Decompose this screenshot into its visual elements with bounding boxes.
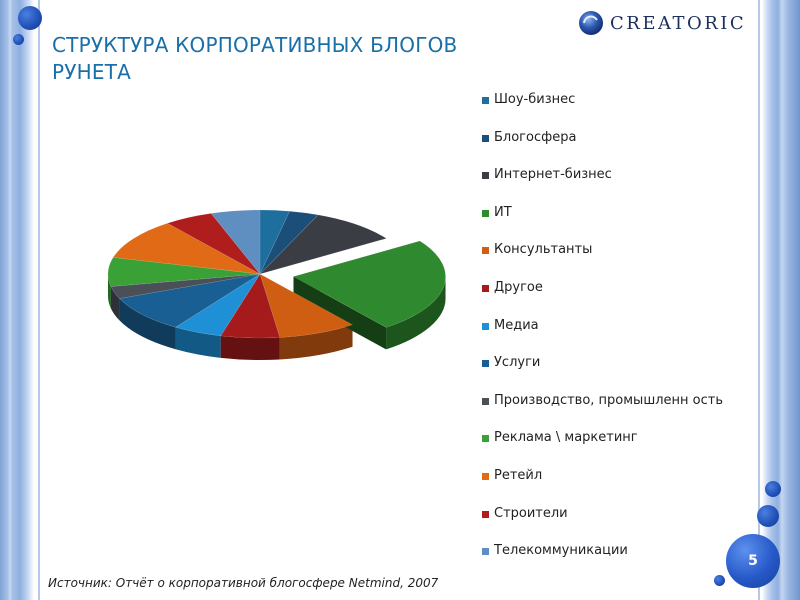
pie-slice xyxy=(166,213,261,275)
legend-swatch xyxy=(482,510,489,518)
page-title: СТРУКТУРА КОРПОРАТИВНЫХ БЛОГОВ РУНЕТА xyxy=(52,33,458,84)
logo-globe-icon xyxy=(579,11,603,35)
decorative-dot xyxy=(757,505,779,527)
legend-item: Реклама \ маркетинг xyxy=(482,430,744,446)
creatoric-logo: CREATORIC xyxy=(578,9,756,37)
right-divider-line xyxy=(758,0,760,600)
legend-item: Услуги xyxy=(482,355,744,371)
legend-swatch xyxy=(482,285,489,292)
legend-label: Телекоммуникации xyxy=(494,543,628,559)
pie-slice xyxy=(118,273,261,328)
legend-label: Строители xyxy=(494,505,568,521)
legend-swatch xyxy=(482,473,489,480)
legend-item: Телекоммуникации xyxy=(482,543,744,559)
legend-item: Интернет-бизнес xyxy=(482,167,744,183)
pie-slice xyxy=(107,257,261,287)
legend-item: Медиа xyxy=(482,318,744,334)
legend-item: Ретейл xyxy=(482,468,744,484)
legend-label: ИТ xyxy=(494,204,512,220)
legend-label: Производство, промышленн ость xyxy=(494,392,723,408)
pie-slice xyxy=(259,209,291,275)
page-number-badge: 5 xyxy=(726,534,780,588)
pie-slice-side xyxy=(119,298,176,350)
legend-swatch xyxy=(482,97,489,104)
legend-swatch xyxy=(482,209,489,217)
legend-swatch xyxy=(482,548,489,556)
legend-swatch xyxy=(482,247,489,255)
pie-slice xyxy=(259,273,354,338)
legend-swatch xyxy=(482,435,489,443)
decorative-dot xyxy=(714,575,725,586)
legend-label: Услуги xyxy=(494,355,541,371)
pie-slice-side xyxy=(279,324,353,360)
legend-swatch xyxy=(482,134,489,142)
legend-label: Медиа xyxy=(494,317,539,333)
pie-slice xyxy=(259,210,319,275)
pie-slice xyxy=(292,240,446,328)
legend-swatch xyxy=(482,397,489,405)
legend-label: Реклама \ маркетинг xyxy=(494,430,638,446)
legend-item: Консультанты xyxy=(482,242,744,258)
pie-slice-side xyxy=(386,276,446,350)
legend-label: Другое xyxy=(494,280,543,295)
pie-tops xyxy=(107,209,446,339)
pie-slice xyxy=(220,273,281,339)
left-divider-line xyxy=(38,0,40,600)
pie-chart xyxy=(107,209,446,360)
legend-item: Шоу-бизнес xyxy=(482,92,744,108)
pie-slice-side xyxy=(110,286,120,321)
pie-slice-side xyxy=(108,274,111,309)
legend-item: Блогосфера xyxy=(482,130,744,146)
left-decorative-stripe xyxy=(0,0,34,600)
pie-slice xyxy=(174,273,261,337)
legend-item: Другое xyxy=(482,280,744,296)
decorative-dot xyxy=(13,34,24,45)
legend-label: Шоу-бизнес xyxy=(494,92,576,107)
pie-slice-side xyxy=(175,327,221,358)
logo-text: CREATORIC xyxy=(610,12,747,34)
legend-label: Консультанты xyxy=(494,242,593,258)
decorative-dot xyxy=(765,481,781,497)
legend-label: Интернет-бизнес xyxy=(494,167,612,183)
right-decorative-stripe xyxy=(762,0,800,600)
pie-slice xyxy=(112,222,261,275)
pie-slice xyxy=(258,214,388,275)
legend-label: Ретейл xyxy=(494,468,543,483)
legend-item: Производство, промышленн ость xyxy=(482,393,744,409)
legend-swatch xyxy=(482,172,489,180)
pie-slice xyxy=(210,209,261,275)
legend-item: Строители xyxy=(482,506,744,522)
pie-slice xyxy=(110,273,261,299)
legend-swatch xyxy=(482,322,489,330)
legend-label: Блогосфера xyxy=(494,129,577,145)
source-note: Источник: Отчёт о корпоративной блогосфе… xyxy=(48,576,439,590)
decorative-dot xyxy=(18,6,42,30)
pie-slice-side xyxy=(220,335,280,360)
legend-item: ИТ xyxy=(482,205,744,221)
pie-slice-wall xyxy=(293,276,387,350)
legend-swatch xyxy=(482,360,489,368)
